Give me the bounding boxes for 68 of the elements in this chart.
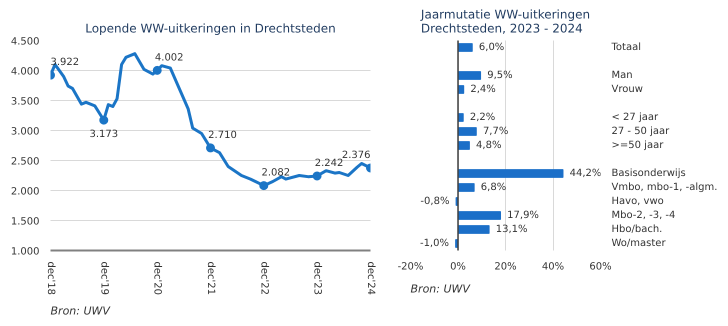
- y-tick-label: < 27 jaar: [612, 112, 659, 123]
- x-tick-label: -20%: [398, 262, 424, 272]
- text: Bron: UWV: [50, 304, 112, 318]
- data-label: 44,2%: [570, 168, 602, 179]
- y-tick-label: 4.500: [10, 36, 40, 48]
- bar: [458, 71, 482, 80]
- data-label: 17,9%: [507, 210, 539, 221]
- data-label: 9,5%: [487, 70, 513, 81]
- y-tick-label: Man: [612, 70, 633, 81]
- y-tick-label: Wo/master: [612, 238, 666, 249]
- x-tick-label: dec'24: [365, 262, 376, 295]
- y-tick-label: 27 - 50 jaar: [612, 126, 670, 137]
- point: [312, 171, 322, 180]
- data-label: 2.082: [261, 168, 290, 179]
- chart-title: Lopende WW-uitkeringen in Drechtsteden: [85, 22, 336, 36]
- data-label: 3.922: [50, 57, 80, 68]
- bar: [458, 211, 502, 220]
- y-tick-label: Vrouw: [612, 84, 643, 95]
- y-tick-label: Hbo/bach.: [612, 224, 662, 235]
- point: [99, 116, 108, 125]
- y-tick-label: Totaal: [610, 42, 641, 53]
- data-label: 2.710: [208, 130, 237, 141]
- bar: [458, 127, 477, 136]
- data-label: 4,8%: [476, 140, 502, 151]
- data-label: 2.376: [342, 150, 371, 161]
- x-tick-label: dec'19: [98, 262, 110, 295]
- y-tick-label: Vmbo, mbo-1, -algm.: [612, 182, 718, 193]
- y-tick-label: 2.500: [10, 156, 40, 168]
- bar: [458, 43, 473, 52]
- data-label: 2,2%: [470, 112, 496, 123]
- data-label: 6,0%: [478, 42, 504, 53]
- y-tick-label: Havo, vwo: [612, 196, 664, 207]
- y-tick-label: 1.500: [10, 216, 40, 228]
- x-tick-label: 20%: [494, 262, 517, 272]
- bar: [458, 141, 470, 150]
- data-label: 6,8%: [480, 182, 506, 193]
- point: [259, 181, 268, 190]
- data-label: 7,7%: [482, 126, 508, 137]
- y-tick-label: >=50 jaar: [612, 140, 664, 151]
- bar: [458, 225, 490, 234]
- point: [206, 143, 215, 152]
- bar: [458, 183, 475, 192]
- data-label: 2.242: [314, 158, 344, 169]
- x-tick-label: dec'18: [45, 262, 56, 295]
- y-tick-label: 3.000: [10, 126, 40, 138]
- x-tick-label: 40%: [542, 262, 564, 272]
- y-tick-label: 4.000: [10, 66, 40, 78]
- data-label: -0,8%: [420, 196, 450, 207]
- y-tick-label: 2.000: [10, 186, 40, 198]
- y-tick-label: 1.000: [10, 246, 40, 258]
- x-tick-label: 60%: [589, 262, 612, 272]
- bar: [458, 169, 564, 178]
- x-tick-label: dec'23: [312, 262, 323, 295]
- x-tick-label: dec'20: [152, 262, 163, 295]
- text: Bron: UWV: [410, 282, 472, 296]
- x-tick-label: 0%: [450, 262, 466, 272]
- data-label: 4.002: [154, 52, 184, 64]
- y-tick-label: 3.500: [10, 96, 40, 108]
- data-label: 2,4%: [470, 84, 496, 95]
- chart-title: Jaarmutatie WW-uitkeringen Drechtsteden, 2023 - 2024: [420, 8, 590, 36]
- y-tick-label: Mbo-2, -3, -4: [612, 210, 676, 221]
- data-label: 3.173: [89, 129, 118, 140]
- point: [152, 66, 162, 75]
- x-tick-label: dec'21: [205, 262, 216, 295]
- y-tick-label: Basisonderwijs: [612, 168, 686, 179]
- data-label: 13,1%: [496, 224, 528, 235]
- x-tick-label: dec'22: [258, 262, 270, 295]
- data-label: -1,0%: [420, 238, 449, 249]
